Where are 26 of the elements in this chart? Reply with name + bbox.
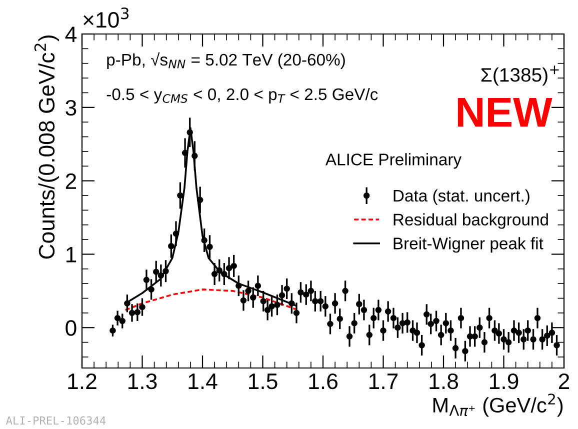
annotation: NEW bbox=[458, 98, 552, 127]
x-axis-title: M$_{Λπ⁺}$ (GeV/c$^{2}$) bbox=[433, 394, 563, 417]
y-tick-label: 0 bbox=[66, 320, 76, 336]
y-tick-label: 2 bbox=[66, 173, 76, 189]
y-tick-label: 1 bbox=[66, 246, 76, 262]
x-tick-label: 1.8 bbox=[430, 373, 458, 390]
annotation: Σ(1385)$^{+}$ bbox=[481, 66, 559, 86]
text: ×10$^{3}$ bbox=[84, 7, 129, 28]
annotation: p-Pb, √s$_{NN}$ = 5.02 TeV (20-60%) bbox=[107, 52, 345, 69]
y-tick-label: 4 bbox=[65, 26, 76, 42]
x-tick-label: 1.3 bbox=[128, 373, 157, 390]
x-tick-label: 1.6 bbox=[309, 373, 338, 390]
legend-label: Breit-Wigner peak fit bbox=[394, 237, 544, 253]
legend-label: Data (stat. uncert.) bbox=[394, 189, 530, 205]
x-tick-label: 1.2 bbox=[68, 373, 96, 389]
x-tick-label: 2 bbox=[558, 373, 570, 389]
x-tick-label: 1.7 bbox=[370, 374, 398, 389]
annotation: ALICE Preliminary bbox=[325, 153, 462, 169]
annotation: -0.5 < y$_{CMS}$ < 0, 2.0 < p$_{T}$ < 2.5 GeV/c bbox=[106, 88, 378, 104]
y-tick-label: 3 bbox=[66, 100, 76, 116]
text: ALI-PREL-106344 bbox=[6, 416, 106, 425]
y-axis-title: Counts/(0.008 GeV/c$^{2}$) bbox=[34, 36, 59, 259]
x-tick-label: 1.5 bbox=[249, 374, 278, 390]
legend-label: Residual background bbox=[394, 213, 548, 229]
x-tick-label: 1.4 bbox=[188, 374, 218, 389]
x-tick-label: 1.9 bbox=[490, 373, 518, 390]
